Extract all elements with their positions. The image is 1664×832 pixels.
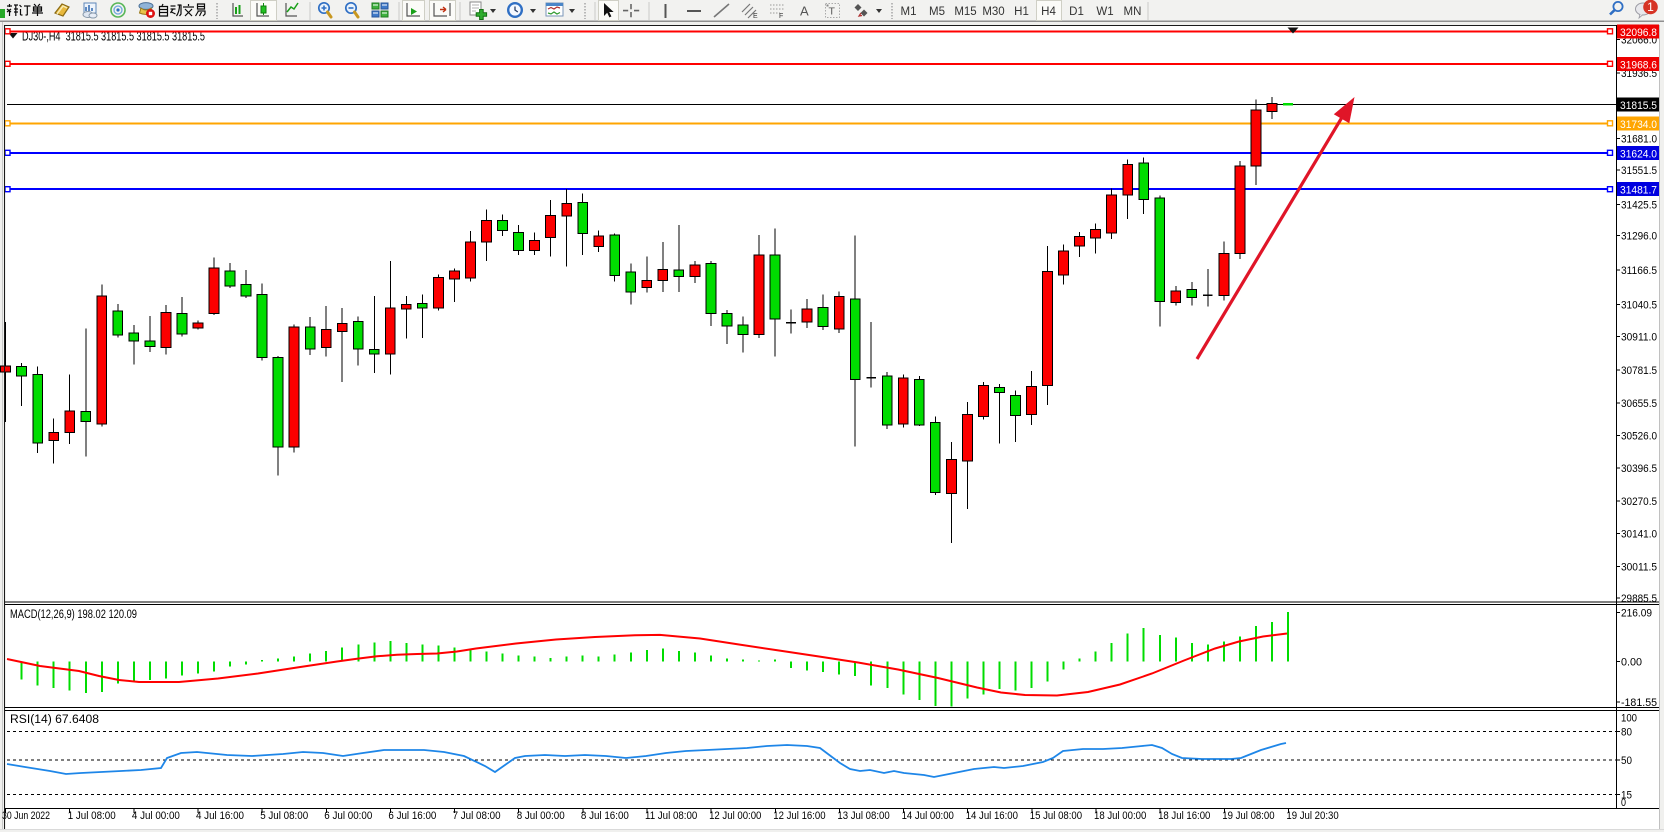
svg-text:19 Jul 20:30: 19 Jul 20:30	[1286, 810, 1338, 822]
svg-text:13 Jul 08:00: 13 Jul 08:00	[837, 810, 889, 822]
svg-text:W1: W1	[1096, 6, 1113, 18]
svg-text:DJ30-,H4 31815.5 31815.5 3181: DJ30-,H4 31815.5 31815.5 31815.5 31815.5	[22, 30, 205, 44]
svg-text:15: 15	[1621, 789, 1632, 801]
svg-text:M1: M1	[901, 6, 917, 18]
svg-text:M30: M30	[982, 6, 1004, 18]
svg-text:T: T	[829, 6, 836, 18]
svg-text:M15: M15	[954, 6, 976, 18]
svg-text:31040.5: 31040.5	[1621, 300, 1657, 312]
svg-text:8 Jul 16:00: 8 Jul 16:00	[581, 810, 629, 822]
svg-text:12 Jul 16:00: 12 Jul 16:00	[773, 810, 825, 822]
svg-text:MN: MN	[1124, 6, 1142, 18]
svg-text:6 Jul 00:00: 6 Jul 00:00	[324, 810, 372, 822]
svg-text:30141.0: 30141.0	[1621, 529, 1657, 541]
svg-text:30911.0: 30911.0	[1621, 332, 1657, 344]
svg-text:31936.5: 31936.5	[1621, 68, 1657, 80]
svg-text:32096.8: 32096.8	[1620, 27, 1657, 39]
svg-text:19 Jul 08:00: 19 Jul 08:00	[1222, 810, 1274, 822]
svg-text:18 Jul 00:00: 18 Jul 00:00	[1094, 810, 1146, 822]
svg-text:18 Jul 16:00: 18 Jul 16:00	[1158, 810, 1210, 822]
svg-text:31624.0: 31624.0	[1620, 148, 1657, 160]
svg-text:50: 50	[1621, 755, 1632, 767]
svg-text:7 Jul 08:00: 7 Jul 08:00	[453, 810, 501, 822]
svg-text:1 Jul 08:00: 1 Jul 08:00	[68, 810, 116, 822]
svg-text:31481.7: 31481.7	[1620, 185, 1657, 197]
svg-text:216.09: 216.09	[1621, 607, 1652, 619]
svg-text:H1: H1	[1014, 6, 1029, 18]
svg-text:31425.5: 31425.5	[1621, 199, 1657, 211]
svg-text:30396.5: 30396.5	[1621, 463, 1657, 475]
svg-text:15 Jul 08:00: 15 Jul 08:00	[1030, 810, 1082, 822]
svg-text:4 Jul 16:00: 4 Jul 16:00	[196, 810, 244, 822]
svg-text:30 Jun 2022: 30 Jun 2022	[2, 810, 50, 822]
svg-text:30655.5: 30655.5	[1621, 398, 1657, 410]
svg-text:30270.5: 30270.5	[1621, 496, 1657, 508]
svg-text:29885.5: 29885.5	[1621, 593, 1657, 605]
svg-text:31551.5: 31551.5	[1621, 165, 1657, 177]
svg-text:A: A	[800, 4, 809, 19]
svg-text:0.00: 0.00	[1621, 657, 1642, 669]
svg-text:MACD(12,26,9) 198.02 120.09: MACD(12,26,9) 198.02 120.09	[10, 609, 137, 621]
svg-text:31166.5: 31166.5	[1621, 265, 1657, 277]
svg-text:F: F	[779, 13, 783, 20]
svg-text:11 Jul 08:00: 11 Jul 08:00	[645, 810, 697, 822]
svg-text:31681.0: 31681.0	[1621, 133, 1657, 145]
svg-text:31296.0: 31296.0	[1621, 231, 1657, 243]
svg-text:30011.5: 30011.5	[1621, 561, 1657, 573]
svg-text:E: E	[753, 13, 758, 20]
svg-text:D1: D1	[1069, 6, 1084, 18]
svg-text:RSI(14) 67.6408: RSI(14) 67.6408	[10, 714, 99, 726]
svg-text:0: 0	[1621, 797, 1626, 809]
svg-text:H4: H4	[1041, 6, 1056, 18]
svg-text:4 Jul 00:00: 4 Jul 00:00	[132, 810, 180, 822]
svg-text:6 Jul 16:00: 6 Jul 16:00	[388, 810, 436, 822]
svg-text:31815.5: 31815.5	[1620, 100, 1657, 112]
svg-text:5 Jul 08:00: 5 Jul 08:00	[260, 810, 308, 822]
svg-text:80: 80	[1621, 727, 1632, 739]
svg-text:8 Jul 00:00: 8 Jul 00:00	[517, 810, 565, 822]
svg-text:14 Jul 00:00: 14 Jul 00:00	[902, 810, 954, 822]
svg-text:-181.55: -181.55	[1621, 697, 1657, 709]
svg-text:14 Jul 16:00: 14 Jul 16:00	[966, 810, 1018, 822]
svg-text:31968.6: 31968.6	[1620, 59, 1657, 71]
svg-text:30781.5: 30781.5	[1621, 365, 1657, 377]
svg-text:30526.0: 30526.0	[1621, 431, 1657, 443]
svg-text:M5: M5	[929, 6, 945, 18]
svg-text:12 Jul 00:00: 12 Jul 00:00	[709, 810, 761, 822]
svg-text:100: 100	[1621, 712, 1637, 724]
svg-text:1: 1	[1647, 0, 1654, 14]
svg-text:31734.0: 31734.0	[1620, 119, 1657, 131]
